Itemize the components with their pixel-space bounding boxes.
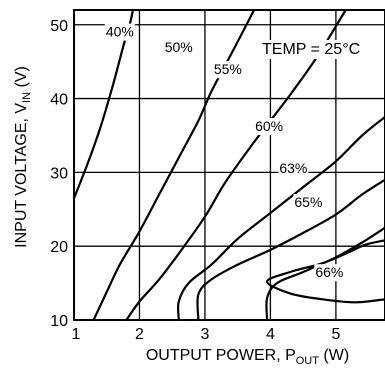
x-tick-label: 4	[266, 326, 275, 343]
contour-55pct	[125, 8, 347, 322]
y-axis-label: INPUT VOLTAGE, VIN (V)	[13, 66, 33, 248]
contour-label: 65%	[294, 194, 322, 210]
contour-60pct	[176, 115, 385, 322]
contour-label-bg	[278, 160, 309, 178]
y-tick-label: 10	[50, 313, 68, 330]
y-tick-label: 50	[50, 18, 68, 35]
x-tick-label: 2	[135, 326, 144, 343]
contour-65pct	[265, 226, 385, 322]
contour-label-bg	[212, 61, 243, 79]
x-tick-label: 1	[72, 326, 81, 343]
contour-label: 66%	[315, 264, 343, 280]
contour-label: 40%	[106, 24, 134, 40]
contour-label: 63%	[279, 160, 307, 176]
contour-label-bg	[163, 39, 194, 57]
contour-labels: 40% 50% 55% 60% 63% 65% 66%	[104, 23, 345, 282]
tick-labels: 1 2 3 4 5 10 20 30 40 50	[50, 18, 340, 343]
x-tick-label: 5	[331, 326, 340, 343]
y-tick-label: 40	[50, 92, 68, 109]
contour-66pct	[266, 239, 385, 304]
contour-label-bg	[293, 194, 324, 212]
contour-label: 60%	[255, 118, 283, 134]
y-tick-label: 30	[50, 165, 68, 182]
temperature-annotation: TEMP = 25°C	[262, 41, 360, 58]
y-tick-label: 20	[50, 239, 68, 256]
plot-frame	[73, 9, 385, 321]
contour-label: 55%	[214, 61, 242, 77]
contour-label-bg	[254, 118, 285, 136]
x-axis-label: OUTPUT POWER, POUT (W)	[146, 347, 349, 367]
contour-label-bg	[104, 23, 135, 41]
contour-63pct	[196, 178, 385, 322]
annotation-bg	[259, 40, 364, 59]
contour-label-bg	[314, 264, 345, 282]
contour-label: 50%	[165, 39, 193, 55]
x-tick-label: 3	[200, 326, 209, 343]
